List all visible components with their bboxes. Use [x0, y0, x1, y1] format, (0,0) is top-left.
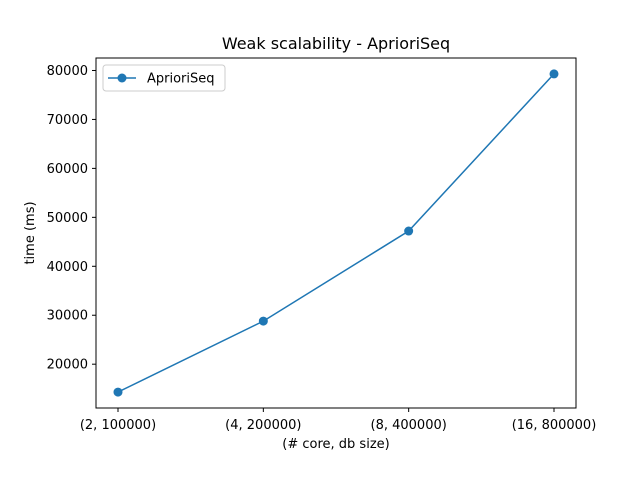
y-tick-label: 70000	[47, 113, 88, 128]
plot-area	[113, 69, 559, 397]
series-line	[117, 73, 555, 393]
legend: AprioriSeq	[102, 64, 226, 92]
y-tick-label: 60000	[47, 162, 88, 177]
x-tick-label: (4, 200000)	[225, 418, 301, 433]
legend-marker-apriori-seq	[117, 73, 127, 83]
y-tick-label: 30000	[47, 309, 88, 324]
y-tick-label: 40000	[47, 260, 88, 275]
data-point	[549, 69, 559, 79]
x-axis-label: (# core, db size)	[282, 437, 389, 452]
legend-label-apriori-seq: AprioriSeq	[147, 72, 215, 87]
y-axis: 20000 30000 40000 50000 60000 70000 80000	[47, 64, 96, 373]
y-tick-label: 50000	[47, 211, 88, 226]
x-tick-label: (8, 400000)	[371, 418, 447, 433]
data-point	[404, 226, 414, 236]
y-axis-label: time (ms)	[23, 201, 38, 264]
y-tick-label: 80000	[47, 64, 88, 79]
y-tick-label: 20000	[47, 358, 88, 373]
legend-box	[102, 64, 226, 92]
x-tick-label: (2, 100000)	[80, 418, 156, 433]
x-tick-label: (16, 800000)	[512, 418, 597, 433]
chart-title: Weak scalability - AprioriSeq	[222, 34, 450, 53]
plot-frame	[95, 57, 577, 409]
data-point	[113, 387, 123, 397]
x-axis: (2, 100000) (4, 200000) (8, 400000) (16, 80…	[80, 408, 596, 433]
data-point	[258, 316, 268, 326]
